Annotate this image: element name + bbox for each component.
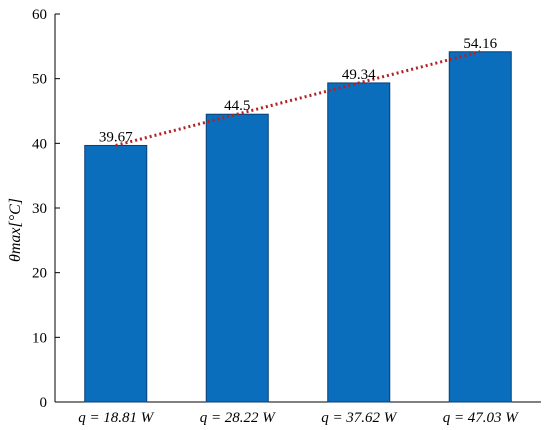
data-label: 39.67 bbox=[99, 129, 133, 145]
y-tick-label: 0 bbox=[40, 395, 48, 411]
data-label: 49.34 bbox=[342, 67, 376, 83]
data-label: 44.5 bbox=[224, 98, 250, 114]
bar bbox=[327, 82, 391, 403]
y-axis-label: θmax[°C] bbox=[7, 198, 24, 262]
x-tick-label: q = 28.22 W bbox=[200, 410, 277, 426]
y-tick-label: 50 bbox=[32, 72, 47, 88]
bar bbox=[205, 113, 269, 403]
bar bbox=[84, 144, 148, 403]
y-tick-label: 60 bbox=[32, 7, 47, 23]
y-tick-label: 20 bbox=[32, 266, 47, 282]
y-tick-label: 40 bbox=[32, 136, 47, 152]
x-tick-label: q = 47.03 W bbox=[443, 410, 520, 426]
x-tick-label: q = 37.62 W bbox=[321, 410, 398, 426]
x-tick-label: q = 18.81 W bbox=[78, 410, 155, 426]
chart-trendline bbox=[115, 50, 481, 147]
trendline bbox=[115, 50, 481, 147]
bar bbox=[448, 51, 512, 403]
y-tick-label: 30 bbox=[32, 201, 47, 217]
chart-labels: q = 18.81 W 39.67 q = 28.22 W 44.5 q = 37.62… bbox=[78, 36, 519, 426]
y-tick-label: 10 bbox=[32, 330, 47, 346]
chart-bars bbox=[84, 51, 512, 403]
data-label: 54.16 bbox=[463, 36, 497, 52]
